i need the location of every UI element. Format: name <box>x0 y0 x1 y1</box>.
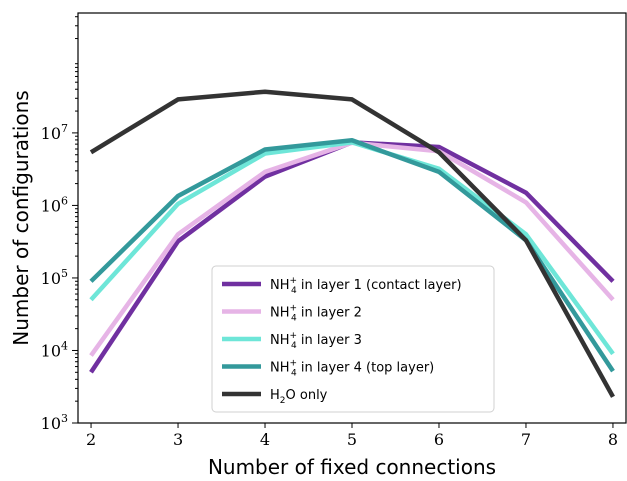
x-axis-title: Number of fixed connections <box>208 455 496 479</box>
x-tick-label: 8 <box>608 430 618 449</box>
legend: NH+ 4 in layer 1 (contact layer)NH+ 4 in l… <box>212 266 494 412</box>
x-tick-label: 6 <box>434 430 444 449</box>
x-tick-label: 2 <box>86 430 96 449</box>
y-tick-label: 107 <box>41 122 68 143</box>
x-tick-label: 5 <box>347 430 357 449</box>
y-axis-ticks: 103 104 105 106 107 <box>41 17 78 433</box>
x-tick-label: 4 <box>260 430 270 449</box>
y-tick-label: 104 <box>41 339 68 360</box>
y-axis-title: Number of configurations <box>9 90 33 345</box>
y-tick-label: 105 <box>41 267 68 288</box>
x-tick-label: 7 <box>521 430 531 449</box>
y-tick-label: 103 <box>41 412 68 433</box>
y-tick-label: 106 <box>41 194 68 215</box>
x-axis-ticks: 2 3 4 5 6 7 8 <box>86 423 618 449</box>
x-tick-label: 3 <box>173 430 183 449</box>
